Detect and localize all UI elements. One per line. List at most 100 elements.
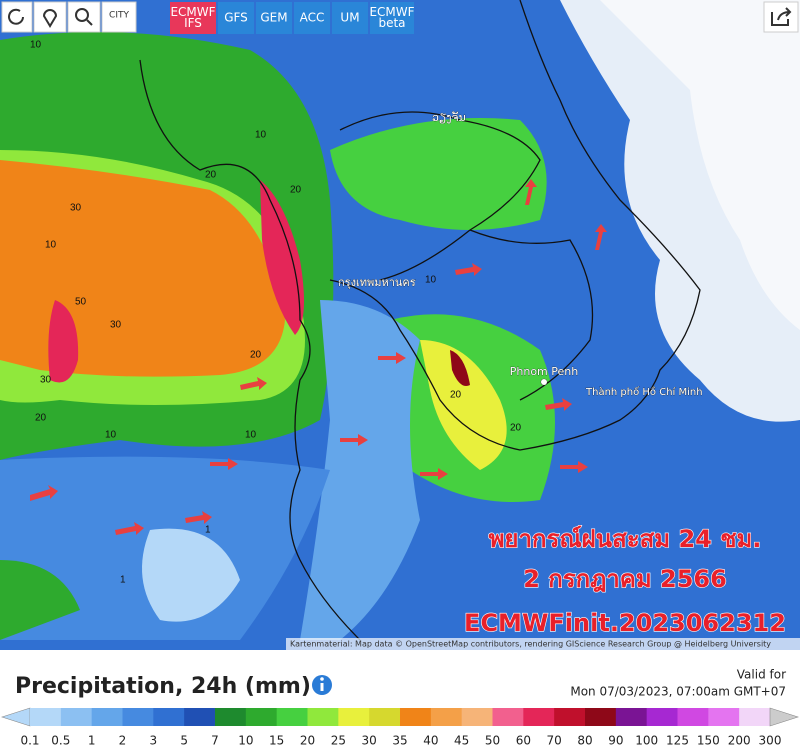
place-label: กรุงเทพมหานคร [338, 276, 416, 289]
rain-dark [450, 350, 470, 386]
scale-swatch [184, 708, 216, 726]
sea-white [600, 0, 800, 330]
scale-swatch [215, 708, 247, 726]
arrow [240, 377, 267, 390]
scale-end [769, 707, 799, 727]
contour-label: 20 [510, 423, 522, 434]
scale-swatch [400, 708, 432, 726]
place-label: Phnom Penh [510, 365, 578, 378]
button-bg [294, 2, 330, 34]
button-bg [67, 1, 101, 33]
arrow [455, 263, 482, 276]
border [469, 229, 594, 401]
city-label: CITY [109, 11, 129, 21]
button-bg [763, 1, 799, 33]
button-bg [256, 2, 292, 34]
model-button[interactable]: ECMWF beta [369, 2, 415, 34]
contour-label: 20 [205, 170, 217, 181]
contour-label: 10 [245, 430, 257, 441]
model-label: UM [340, 11, 359, 25]
border [139, 59, 361, 641]
place-labels: กรุงเทพมหานคร Phnom Penh Thành phố Hồ Ch… [338, 110, 703, 398]
contour-label: 20 [35, 413, 47, 424]
model-button[interactable]: UM [332, 2, 368, 34]
wind-arrows [30, 179, 607, 535]
button-bg [33, 1, 67, 33]
overlay-text: พยากรณ์ฝนสะสม 24 ชม. 2 กรกฎาคม 2566 ECMW… [463, 524, 786, 637]
scale-label: 20 [300, 734, 315, 748]
contour-label: 20 [250, 350, 262, 361]
rain-red [48, 300, 79, 383]
scale-swatch [523, 708, 555, 726]
scale-label: 50 [485, 734, 500, 748]
scale-swatch [369, 708, 401, 726]
icon [8, 8, 24, 25]
scale-end [1, 707, 31, 727]
arrow [378, 352, 406, 364]
contour-label: 1 [205, 525, 211, 536]
scale-label: 200 [728, 734, 751, 748]
scale-label: 150 [697, 734, 720, 748]
arrow [560, 461, 588, 473]
border [339, 111, 541, 281]
location-button[interactable] [33, 1, 67, 33]
info-icon [320, 683, 324, 691]
arrow [595, 224, 607, 250]
info-icon [320, 677, 324, 681]
scale-label: 3 [150, 734, 158, 748]
scale-swatch [461, 708, 493, 726]
scale-swatch [307, 708, 339, 726]
contour-label: 10 [105, 430, 117, 441]
scale-label: 45 [454, 734, 469, 748]
scale-swatch [245, 708, 278, 726]
overlay-line: ECMWFinit.2023062312 [464, 609, 786, 637]
place-label: ວຽງຈັນ [432, 111, 466, 124]
scale-label: 25 [331, 734, 346, 748]
scale-label: 80 [577, 734, 592, 748]
contour-label: 10 [255, 130, 267, 141]
rain-green [330, 118, 547, 230]
scale-label: 90 [608, 734, 623, 748]
scale-label: 70 [547, 734, 562, 748]
rain-light [142, 528, 240, 622]
scale-label: 7 [211, 734, 219, 748]
color-scale: 0.1 0.5 1 2 3 5 7 10 15 20 25 30 35 40 45 50 60 70 80 90 100… [1, 707, 799, 748]
contour-label: 10 [425, 275, 437, 286]
button-bg [1, 1, 33, 33]
button-bg [370, 2, 414, 34]
icon [771, 7, 792, 26]
scale-swatch [430, 708, 463, 726]
scale-swatch [338, 708, 370, 726]
arrow [115, 522, 144, 535]
contour-label: 50 [75, 297, 87, 308]
zoom-button[interactable] [67, 1, 101, 33]
info-button[interactable] [312, 675, 332, 695]
model-button[interactable]: GFS [218, 2, 254, 34]
place-dot [540, 378, 548, 386]
contour-label: 30 [70, 203, 82, 214]
scale-swatch [276, 708, 308, 726]
scale-label: 5 [180, 734, 188, 748]
share-button[interactable] [763, 1, 799, 33]
contour-label: 30 [110, 320, 122, 331]
arrow [185, 511, 212, 524]
scale-swatch [91, 708, 123, 726]
scale-label: 0.5 [51, 734, 70, 748]
scale-label: 15 [269, 734, 284, 748]
contour-label: 10 [45, 240, 57, 251]
button-bg [170, 2, 216, 34]
overlay-line: พยากรณ์ฝนสะสม 24 ชม. [489, 525, 762, 553]
scale-label: 2 [119, 734, 127, 748]
scale-swatch [30, 708, 62, 726]
coastlines [139, 0, 701, 641]
refresh-button[interactable] [1, 1, 33, 33]
model-button[interactable]: ACC [294, 2, 330, 34]
model-button[interactable]: GEM [256, 2, 292, 34]
attribution: Kartenmaterial: Map data © OpenStreetMap… [290, 640, 771, 649]
attribution-bg [286, 638, 800, 650]
scale-swatch [60, 708, 93, 726]
button-bg [218, 2, 254, 34]
city-button[interactable]: CITY [101, 1, 137, 33]
model-button[interactable]: ECMWF IFS [170, 2, 216, 34]
